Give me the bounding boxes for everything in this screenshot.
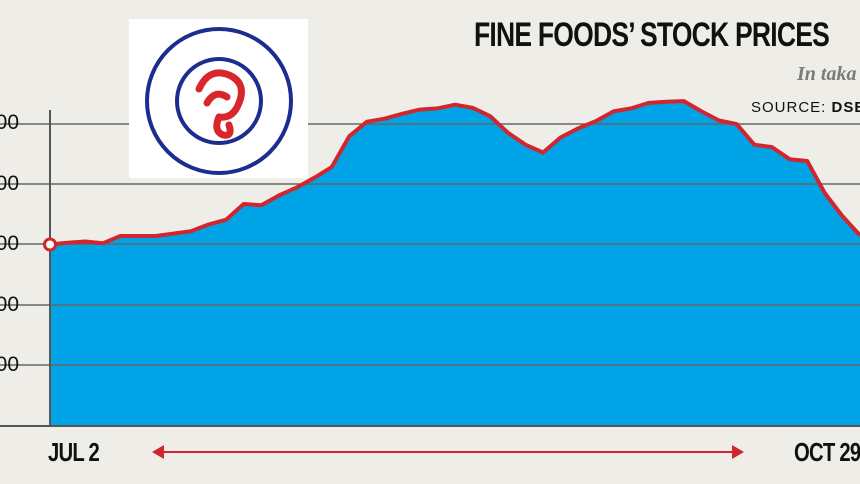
x-label-end: OCT 29 [794,437,860,467]
price-area-fill [50,101,860,426]
y-tick-label: 00 [0,111,19,134]
price-line [49,99,860,247]
source-label: SOURCE: [751,99,832,116]
y-tick-label: 00 [0,353,19,376]
horse-emblem-icon [195,69,245,139]
chart-title: FINE FOODS’ STOCK PRICES [474,16,830,54]
arrow-head [152,445,164,459]
x-label-start: JUL 2 [48,437,100,467]
start-point-marker [43,237,57,252]
period-arrow [152,445,744,459]
chart-subtitle: In taka [797,63,857,85]
fine-foods-logo [129,19,308,178]
y-tick-label: 00 [0,172,19,195]
source-note: SOURCE: DSE [751,99,860,116]
arrow-head [732,445,744,459]
y-tick-label: 00 [0,293,19,316]
source-value: DSE [831,99,860,116]
y-tick-label: 00 [0,232,19,255]
gridlines [0,123,860,366]
